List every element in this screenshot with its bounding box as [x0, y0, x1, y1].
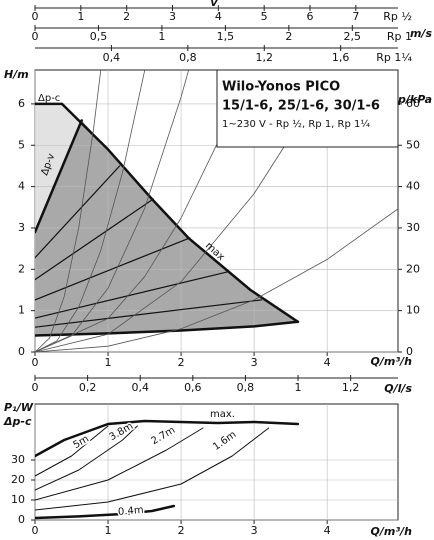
axis-tick-label: 7 — [352, 10, 359, 23]
y2-tick-label: 50 — [406, 138, 420, 151]
axis-tick-label: 0 — [32, 10, 39, 23]
axis-tick-label: 0,6 — [184, 381, 202, 394]
axis-tick-label: 2 — [123, 10, 130, 23]
axis-tick-label: 5 — [261, 10, 268, 23]
y2-axis-label: p/kPa — [397, 93, 432, 106]
y2-tick-label: 0 — [406, 345, 413, 358]
curve — [35, 425, 109, 477]
x-tick-label: 2 — [178, 356, 185, 369]
x-tick-label: 3 — [251, 524, 258, 537]
y2-tick-label: 60 — [406, 97, 420, 110]
y-tick-label: 6 — [18, 97, 25, 110]
y-tick-label: 3 — [18, 221, 25, 234]
curve — [35, 271, 229, 319]
axis-tick-label: 2 — [285, 30, 292, 43]
axis-tick-label: 6 — [307, 10, 314, 23]
x-tick-label: 4 — [324, 356, 331, 369]
y-tick-label: 2 — [18, 262, 25, 275]
y2-tick-label: 30 — [406, 221, 420, 234]
y-tick-label: 5 — [18, 138, 25, 151]
axis-tick-label: 0 — [32, 381, 39, 394]
axis-label: Rp 1 — [387, 30, 412, 43]
y-axis-label: P₁/W — [4, 401, 34, 414]
y-tick-label: 20 — [11, 473, 25, 486]
axis-tick-label: 0 — [32, 30, 39, 43]
curve — [35, 320, 300, 337]
curve — [35, 425, 138, 491]
axis-tick-label: 0,8 — [179, 51, 197, 64]
x-tick-label: 1 — [105, 356, 112, 369]
y-tick-label: 0 — [18, 513, 25, 526]
info-box — [216, 69, 399, 148]
series-label: 0.4m — [118, 505, 145, 518]
x-tick-label: 4 — [324, 524, 331, 537]
x-tick-label: 0 — [32, 524, 39, 537]
curve — [35, 299, 262, 328]
x-tick-label: 0 — [32, 356, 39, 369]
axis-tick-label: 1 — [158, 30, 165, 43]
curve — [35, 208, 398, 352]
series-label: max. — [210, 409, 235, 420]
curve — [35, 419, 300, 458]
x-axis-label: Q/m³/h — [371, 525, 413, 538]
axis-tick-label: 1 — [77, 10, 84, 23]
curve — [35, 102, 300, 324]
x-tick-label: 1 — [105, 524, 112, 537]
curve — [35, 70, 102, 352]
axis-label: Rp 1¼ — [376, 51, 412, 64]
chart-subtitle: 15/1-6, 25/1-6, 30/1-6 — [222, 99, 380, 114]
axis-tick-label: 1,2 — [342, 381, 360, 394]
axis-label: Rp ½ — [383, 10, 412, 23]
curve — [35, 427, 270, 511]
x-axis-label: Q/m³/h — [371, 355, 413, 368]
axis-tick-label: 1,2 — [256, 51, 274, 64]
axis-tick-label: 0,8 — [237, 381, 255, 394]
curve — [35, 504, 176, 520]
y2-tick-label: 40 — [406, 180, 420, 193]
y-tick-label: 30 — [11, 453, 25, 466]
x-tick-label: 3 — [251, 356, 258, 369]
y2-tick-label: 10 — [406, 304, 420, 317]
annotation: Δp-c — [3, 415, 32, 428]
curve — [35, 119, 83, 234]
axis-tick-label: 4 — [215, 10, 222, 23]
axis-unit: m/s — [410, 27, 432, 40]
curve — [35, 70, 189, 352]
y2-tick-label: 20 — [406, 262, 420, 275]
axis-tick-label: 2,5 — [344, 30, 362, 43]
y-axis-label: H/m — [4, 68, 29, 81]
chart-note: 1~230 V - Rp ½, Rp 1, Rp 1¼ — [222, 118, 370, 130]
axis-tick-label: 0,4 — [103, 51, 121, 64]
y-tick-label: 1 — [18, 304, 25, 317]
axis-tick-label: 0,2 — [79, 381, 97, 394]
curve — [35, 70, 145, 352]
annotation: Δp-c — [38, 93, 60, 104]
axis-label: Q/l/s — [384, 382, 412, 395]
axis-tick-label: 3 — [169, 10, 176, 23]
curve — [35, 427, 204, 501]
axis-tick-label: 0,4 — [131, 381, 149, 394]
axis-title: v — [210, 0, 218, 9]
y-tick-label: 10 — [11, 493, 25, 506]
axis-tick-label: 0,5 — [90, 30, 108, 43]
axis-tick-label: 1,6 — [332, 51, 350, 64]
y-tick-label: 0 — [18, 345, 25, 358]
curve — [35, 237, 191, 301]
y-tick-label: 4 — [18, 180, 25, 193]
plot-frame — [34, 403, 399, 521]
curve — [35, 165, 121, 259]
curve — [35, 198, 154, 281]
axis-tick-label: 1,5 — [217, 30, 235, 43]
chart-title: Wilo-Yonos PICO — [222, 80, 340, 95]
x-tick-label: 2 — [178, 524, 185, 537]
axis-tick-label: 1 — [295, 381, 302, 394]
